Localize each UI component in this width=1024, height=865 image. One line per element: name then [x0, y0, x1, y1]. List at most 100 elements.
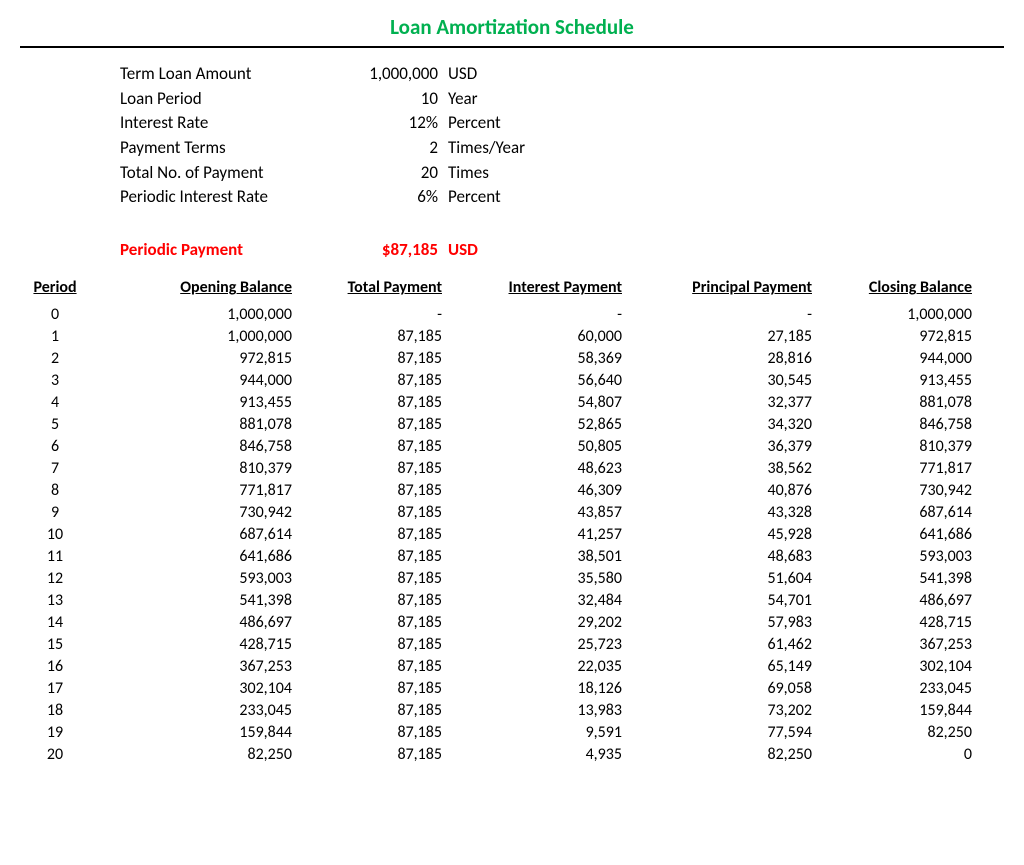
table-row: 5881,07887,18552,86534,320846,758: [20, 413, 980, 435]
table-cell: 944,000: [820, 347, 980, 369]
table-cell: 18: [20, 699, 90, 721]
summary-value: 1,000,000: [340, 62, 448, 87]
table-cell: 4,935: [450, 743, 630, 765]
table-cell: 20: [20, 743, 90, 765]
title-rule: [20, 46, 1004, 48]
summary-unit: Times/Year: [448, 136, 598, 161]
table-cell: 13: [20, 589, 90, 611]
table-cell: 302,104: [820, 655, 980, 677]
table-cell: 1,000,000: [90, 303, 300, 325]
loan-summary: Term Loan Amount1,000,000USDLoan Period1…: [20, 62, 1004, 262]
table-cell: 13,983: [450, 699, 630, 721]
table-cell: 87,185: [300, 391, 450, 413]
table-cell: 16: [20, 655, 90, 677]
table-cell: 5: [20, 413, 90, 435]
table-cell: 34,320: [630, 413, 820, 435]
table-cell: 541,398: [90, 589, 300, 611]
summary-unit: Times: [448, 161, 598, 186]
table-cell: 69,058: [630, 677, 820, 699]
table-cell: 30,545: [630, 369, 820, 391]
summary-value: 12%: [340, 111, 448, 136]
summary-value: 10: [340, 87, 448, 112]
table-cell: 18,126: [450, 677, 630, 699]
col-header: Principal Payment: [630, 276, 820, 303]
table-cell: 32,377: [630, 391, 820, 413]
table-cell: 486,697: [90, 611, 300, 633]
table-cell: 54,701: [630, 589, 820, 611]
amortization-table: PeriodOpening BalanceTotal PaymentIntere…: [20, 276, 980, 765]
table-row: 7810,37987,18548,62338,562771,817: [20, 457, 980, 479]
table-cell: 1,000,000: [90, 325, 300, 347]
table-cell: 7: [20, 457, 90, 479]
table-cell: 87,185: [300, 743, 450, 765]
table-cell: 57,983: [630, 611, 820, 633]
table-row: 8771,81787,18546,30940,876730,942: [20, 479, 980, 501]
table-cell: 367,253: [820, 633, 980, 655]
table-cell: 17: [20, 677, 90, 699]
table-cell: 972,815: [820, 325, 980, 347]
table-cell: 61,462: [630, 633, 820, 655]
table-cell: 28,816: [630, 347, 820, 369]
table-cell: 10: [20, 523, 90, 545]
table-cell: 22,035: [450, 655, 630, 677]
table-cell: 11: [20, 545, 90, 567]
table-cell: 944,000: [90, 369, 300, 391]
table-cell: 19: [20, 721, 90, 743]
table-cell: 2: [20, 347, 90, 369]
table-cell: 9: [20, 501, 90, 523]
table-cell: 486,697: [820, 589, 980, 611]
table-cell: 3: [20, 369, 90, 391]
table-cell: 0: [820, 743, 980, 765]
table-row: 14486,69787,18529,20257,983428,715: [20, 611, 980, 633]
table-row: 10687,61487,18541,25745,928641,686: [20, 523, 980, 545]
table-cell: -: [630, 303, 820, 325]
table-cell: 846,758: [820, 413, 980, 435]
table-cell: 56,640: [450, 369, 630, 391]
periodic-payment-value: $87,185: [340, 238, 448, 263]
table-cell: 50,805: [450, 435, 630, 457]
table-cell: 25,723: [450, 633, 630, 655]
summary-value: 20: [340, 161, 448, 186]
table-row: 16367,25387,18522,03565,149302,104: [20, 655, 980, 677]
table-cell: 87,185: [300, 479, 450, 501]
table-cell: 810,379: [820, 435, 980, 457]
table-cell: 687,614: [90, 523, 300, 545]
table-cell: 87,185: [300, 325, 450, 347]
table-cell: 6: [20, 435, 90, 457]
table-cell: 641,686: [90, 545, 300, 567]
table-cell: 233,045: [820, 677, 980, 699]
table-cell: 87,185: [300, 347, 450, 369]
table-cell: 12: [20, 567, 90, 589]
table-row: 11,000,00087,18560,00027,185972,815: [20, 325, 980, 347]
table-cell: 913,455: [90, 391, 300, 413]
table-cell: 593,003: [90, 567, 300, 589]
summary-label: Term Loan Amount: [120, 62, 340, 87]
table-cell: 29,202: [450, 611, 630, 633]
summary-label: Total No. of Payment: [120, 161, 340, 186]
table-row: 18233,04587,18513,98373,202159,844: [20, 699, 980, 721]
table-cell: 48,623: [450, 457, 630, 479]
table-cell: 641,686: [820, 523, 980, 545]
table-cell: 35,580: [450, 567, 630, 589]
table-cell: 54,807: [450, 391, 630, 413]
table-cell: 87,185: [300, 545, 450, 567]
table-cell: 87,185: [300, 413, 450, 435]
table-cell: 27,185: [630, 325, 820, 347]
table-cell: 82,250: [90, 743, 300, 765]
table-cell: 87,185: [300, 567, 450, 589]
table-cell: 82,250: [630, 743, 820, 765]
summary-unit: Percent: [448, 111, 598, 136]
page-title: Loan Amortization Schedule: [20, 14, 1004, 40]
table-cell: 43,857: [450, 501, 630, 523]
table-cell: 52,865: [450, 413, 630, 435]
table-cell: 38,562: [630, 457, 820, 479]
table-cell: 40,876: [630, 479, 820, 501]
table-cell: 87,185: [300, 457, 450, 479]
col-header: Opening Balance: [90, 276, 300, 303]
table-cell: 159,844: [820, 699, 980, 721]
table-cell: 87,185: [300, 589, 450, 611]
periodic-payment-unit: USD: [448, 238, 598, 263]
table-row: 17302,10487,18518,12669,058233,045: [20, 677, 980, 699]
table-cell: 0: [20, 303, 90, 325]
col-header: Interest Payment: [450, 276, 630, 303]
